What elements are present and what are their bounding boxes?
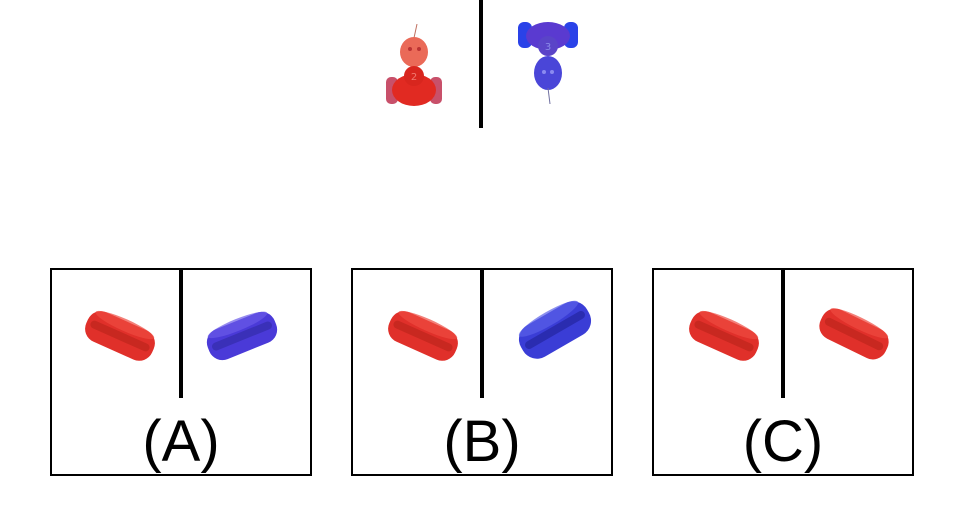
red-sandwich-icon — [814, 302, 894, 366]
option-c-label: (C) — [742, 409, 824, 474]
blue-toy-car-icon: 3 — [516, 20, 580, 106]
option-c-box[interactable]: (C) — [652, 268, 914, 476]
option-b-box[interactable]: (B) — [351, 268, 613, 476]
red-toy-car-icon: 2 — [383, 24, 449, 108]
option-a-label: (A) — [142, 409, 220, 474]
red-sandwich-icon — [383, 304, 463, 368]
reference-divider — [479, 0, 483, 128]
option-b-divider — [480, 270, 484, 398]
svg-text:2: 2 — [411, 72, 417, 83]
option-c-divider — [781, 270, 785, 398]
red-sandwich-icon — [684, 304, 764, 368]
option-b-label: (B) — [443, 409, 521, 474]
blue-sandwich-icon — [202, 304, 282, 368]
red-sandwich-icon — [80, 304, 160, 368]
option-a-box[interactable]: (A) — [50, 268, 312, 476]
option-a-divider — [179, 270, 183, 398]
blue-sandwich-icon — [513, 296, 597, 364]
svg-text:3: 3 — [545, 42, 551, 53]
